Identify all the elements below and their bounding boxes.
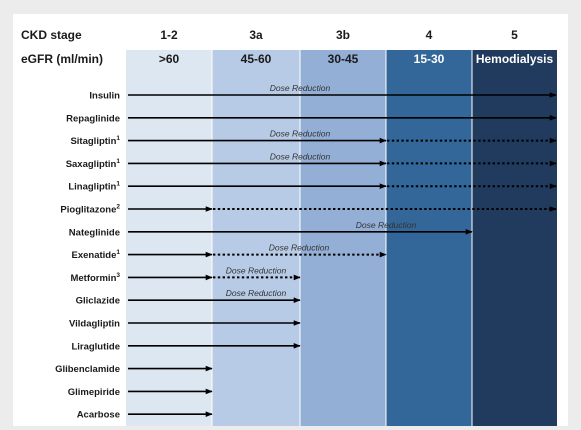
drug-row: Saxagliptin1 Dose Reduction — [66, 151, 557, 170]
drug-footnote: 3 — [116, 272, 120, 279]
stage-band-5 — [472, 50, 557, 426]
drug-name: Linagliptin — [68, 182, 116, 193]
dose-reduction-note: Dose Reduction — [226, 288, 287, 298]
drug-name: Nateglinide — [69, 227, 120, 238]
drug-label: Glibenclamide — [55, 364, 120, 375]
stage-band-2 — [212, 50, 300, 426]
drug-name: Liraglutide — [71, 341, 120, 352]
drug-label: Liraglutide — [71, 341, 120, 352]
dose-reduction-note: Dose Reduction — [270, 151, 331, 161]
stage-band-3 — [300, 50, 386, 426]
drug-name: Vildagliptin — [69, 319, 120, 330]
drug-footnote: 1 — [116, 249, 120, 256]
dose-reduction-note: Dose Reduction — [270, 129, 331, 139]
drug-label: Metformin3 — [70, 272, 120, 284]
stage-band-1 — [126, 50, 212, 426]
drug-label: Saxagliptin1 — [66, 158, 121, 170]
drug-rows: Insulin Dose Reduction Repaglinide Sitaglip… — [55, 83, 557, 421]
egfr-value: Hemodialysis — [476, 52, 554, 66]
drug-row: Glimepiride — [68, 387, 213, 398]
dose-reduction-note: Dose Reduction — [269, 243, 330, 253]
drug-name: Insulin — [89, 91, 120, 102]
drug-row: Pioglitazone2 — [60, 204, 557, 216]
drug-row: Exenatide1 Dose Reduction — [71, 243, 387, 261]
ckd-stage-value: 4 — [426, 28, 433, 42]
ckd-stage-value: 3b — [336, 28, 350, 42]
drug-label: Exenatide1 — [71, 249, 120, 261]
ckd-stage-label: CKD stage — [21, 28, 82, 42]
dose-reduction-note: Dose Reduction — [270, 83, 331, 93]
drug-name: Exenatide — [71, 250, 116, 261]
drug-footnote: 1 — [116, 158, 120, 165]
drug-row: Linagliptin1 — [68, 181, 557, 193]
drug-row: Nateglinide Dose Reduction — [69, 220, 473, 238]
drug-row: Liraglutide — [71, 341, 301, 352]
drug-label: Glimepiride — [68, 387, 120, 398]
drug-row: Gliclazide Dose Reduction — [76, 288, 301, 307]
dose-reduction-note: Dose Reduction — [356, 220, 417, 230]
drug-row: Vildagliptin — [69, 319, 301, 330]
drug-row: Glibenclamide — [55, 364, 213, 375]
stage-bands — [126, 50, 557, 426]
drug-name: Glimepiride — [68, 387, 120, 398]
egfr-value: >60 — [159, 52, 180, 66]
drug-row: Repaglinide — [66, 113, 557, 124]
drug-name: Gliclazide — [76, 296, 120, 307]
drug-label: Insulin — [89, 91, 120, 102]
drug-label: Repaglinide — [66, 113, 120, 124]
drug-footnote: 2 — [116, 204, 120, 211]
dose-reduction-note: Dose Reduction — [226, 265, 287, 275]
ckd-stage-value: 3a — [249, 28, 263, 42]
egfr-label: eGFR (ml/min) — [21, 52, 103, 66]
drug-name: Pioglitazone — [60, 205, 116, 216]
drug-footnote: 1 — [116, 181, 120, 188]
stage-headers: CKD stage eGFR (ml/min) 1-2 >60 3a 45-60 3b 3… — [21, 28, 554, 66]
drug-row: Insulin Dose Reduction — [89, 83, 557, 102]
drug-row: Metformin3 Dose Reduction — [70, 265, 301, 284]
drug-name: Acarbose — [77, 410, 120, 421]
drug-name: Repaglinide — [66, 113, 120, 124]
drug-label: Sitagliptin1 — [70, 135, 120, 147]
drug-label: Pioglitazone2 — [60, 204, 120, 216]
drug-label: Linagliptin1 — [68, 181, 120, 193]
drug-label: Acarbose — [77, 410, 120, 421]
drug-name: Glibenclamide — [55, 364, 120, 375]
ckd-stage-value: 1-2 — [160, 28, 178, 42]
drug-name: Saxagliptin — [66, 159, 117, 170]
stage-band-4 — [386, 50, 472, 426]
drug-name: Metformin — [70, 273, 116, 284]
drug-row: Acarbose — [77, 410, 213, 421]
drug-label: Gliclazide — [76, 296, 120, 307]
egfr-value: 30-45 — [328, 52, 359, 66]
drug-label: Nateglinide — [69, 227, 120, 238]
ckd-stage-value: 5 — [511, 28, 518, 42]
egfr-value: 45-60 — [241, 52, 272, 66]
drug-footnote: 1 — [116, 135, 120, 142]
egfr-value: 15-30 — [414, 52, 445, 66]
drug-name: Sitagliptin — [70, 136, 116, 147]
drug-label: Vildagliptin — [69, 319, 120, 330]
drug-row: Sitagliptin1 Dose Reduction — [70, 129, 557, 147]
